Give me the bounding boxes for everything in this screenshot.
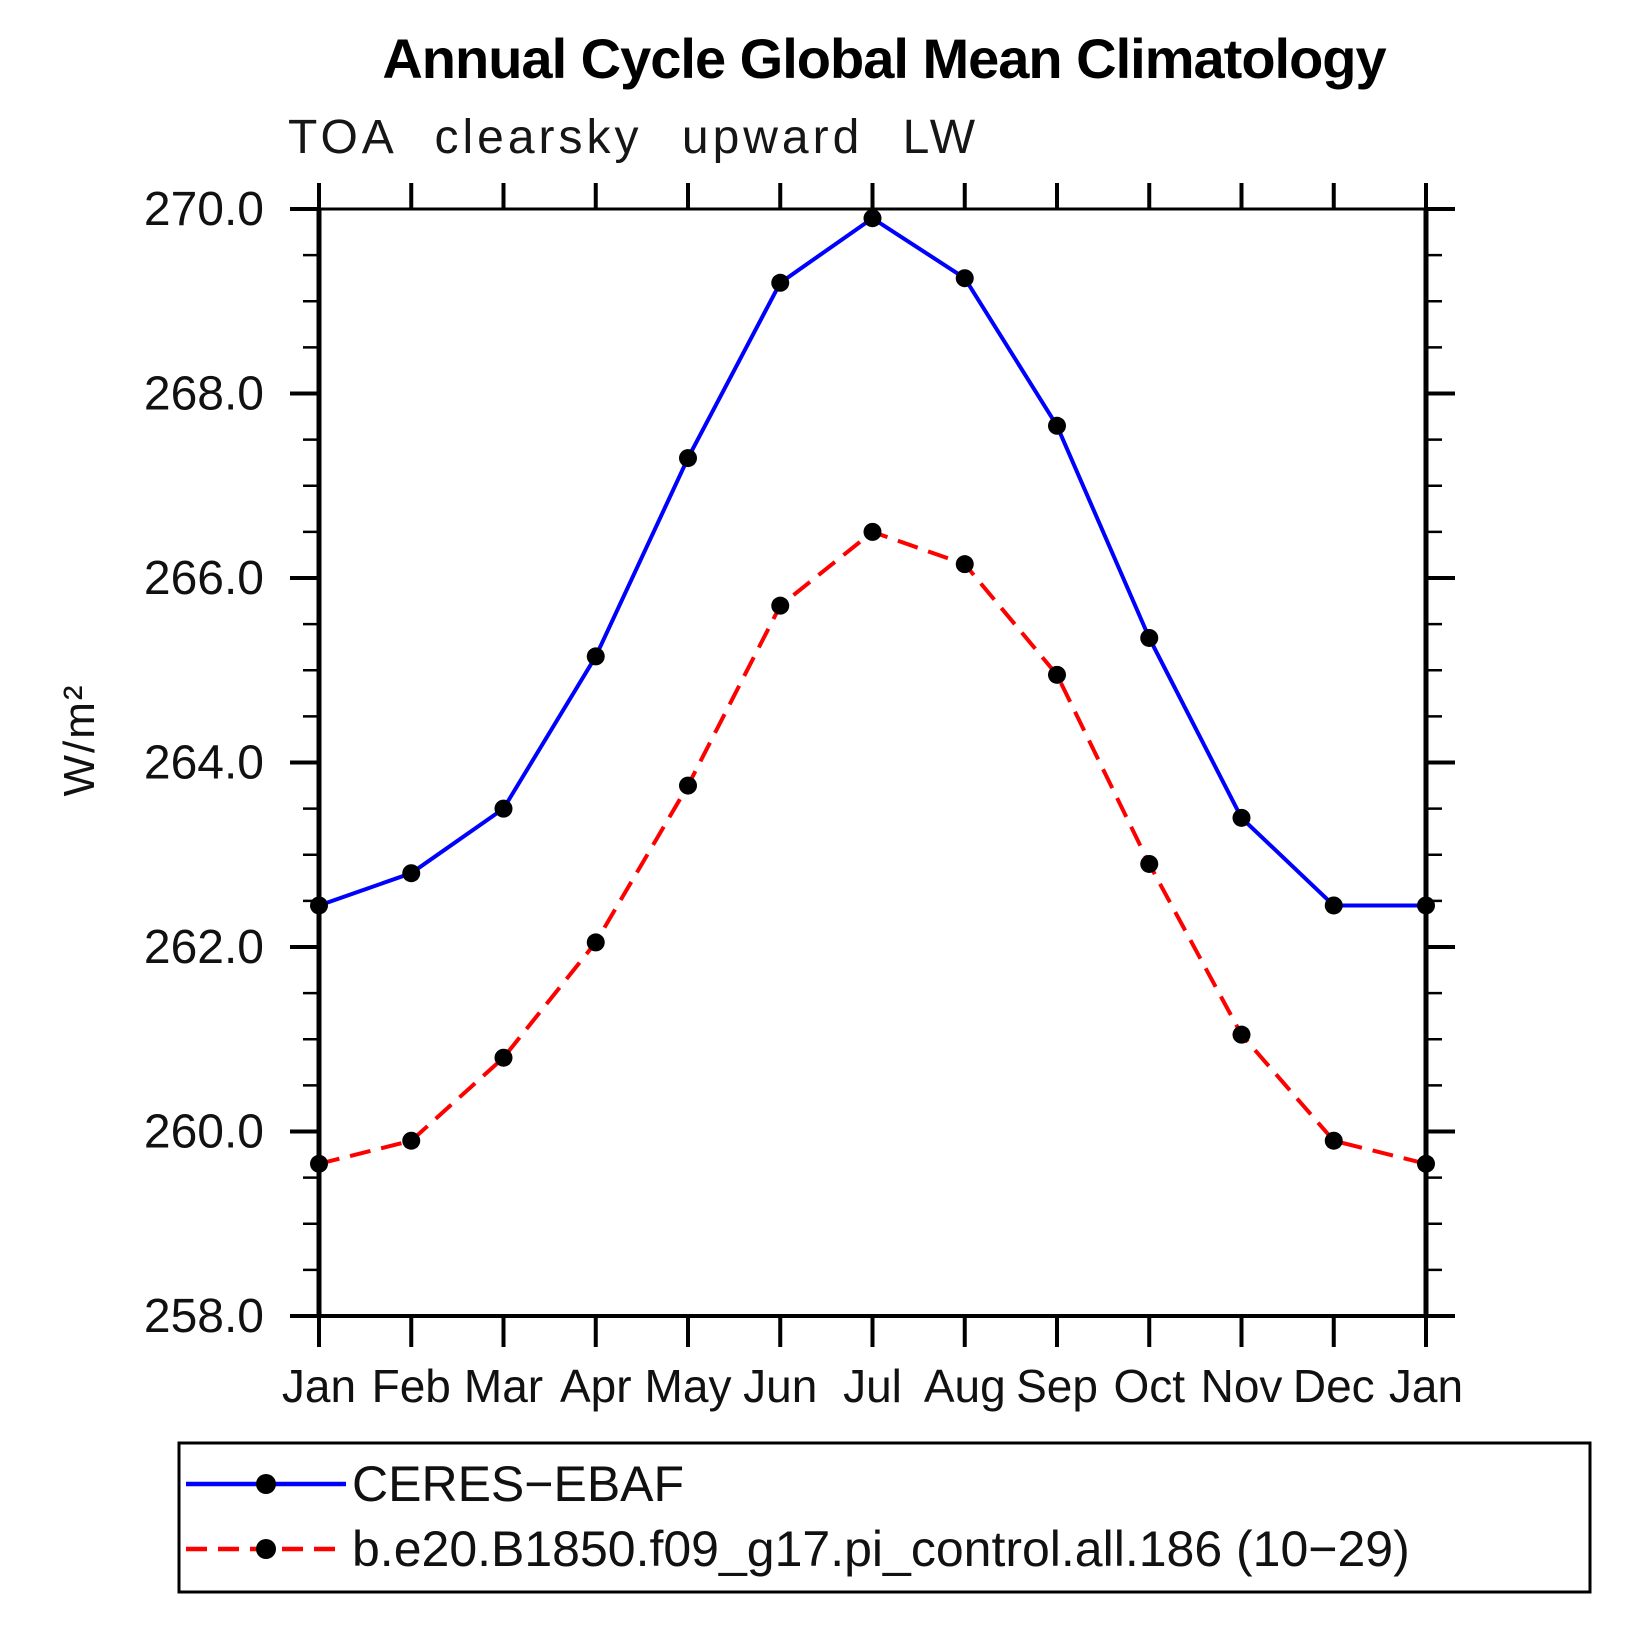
y-tick-label: 266.0 (144, 552, 264, 605)
x-tick-label: Jan (282, 1360, 356, 1412)
chart-subtitle: TOA clearsky upward LW (288, 111, 980, 164)
y-tick-label: 262.0 (144, 921, 264, 974)
legend-box (177, 1441, 1592, 1594)
data-point-s0-7 (955, 269, 974, 288)
legend-label-1: b.e20.B1850.f09_g17.pi_control.all.186 (… (352, 1521, 1410, 1577)
data-point-s1-9 (1140, 854, 1159, 873)
y-tick-label: 270.0 (144, 183, 264, 236)
plot-frame (317, 207, 1428, 1318)
data-point-s0-10 (1232, 808, 1251, 827)
series-line-1 (318, 529, 1427, 1166)
x-tick-label: Feb (372, 1360, 451, 1412)
data-point-s0-4 (679, 449, 697, 468)
data-point-s1-2 (494, 1048, 513, 1067)
data-point-s0-1 (402, 864, 421, 883)
data-point-s0-12 (1417, 896, 1435, 915)
legend-marker-0 (256, 1474, 276, 1494)
y-axis-title: W/m² (55, 683, 104, 797)
data-point-s0-6 (863, 209, 882, 228)
x-tick-label: Aug (924, 1360, 1006, 1412)
data-point-s0-5 (771, 273, 790, 292)
x-tick-label: Apr (560, 1360, 632, 1412)
data-point-s1-1 (402, 1131, 421, 1150)
x-tick-label: Nov (1201, 1360, 1283, 1412)
x-tick-label: Dec (1293, 1360, 1375, 1412)
data-point-s1-11 (1324, 1131, 1343, 1150)
legend-marker-1 (256, 1539, 276, 1559)
data-point-s1-12 (1417, 1154, 1435, 1173)
data-point-s1-10 (1232, 1025, 1251, 1044)
data-point-s1-3 (586, 933, 605, 952)
series-line-0 (318, 215, 1426, 908)
x-tick-label: May (645, 1360, 732, 1412)
data-point-s0-0 (310, 896, 328, 915)
x-tick-label: Jun (743, 1360, 817, 1412)
y-tick-label: 260.0 (144, 1106, 264, 1159)
x-tick-label: Sep (1016, 1360, 1098, 1412)
data-point-s1-0 (310, 1154, 328, 1173)
data-point-s0-11 (1324, 896, 1343, 915)
data-point-s1-7 (955, 555, 974, 574)
data-point-s0-8 (1048, 416, 1066, 435)
data-point-s1-8 (1048, 665, 1066, 684)
chart-title: Annual Cycle Global Mean Climatology (382, 27, 1386, 90)
data-point-s0-2 (494, 799, 513, 818)
x-tick-label: Mar (464, 1360, 543, 1412)
y-tick-label: 258.0 (144, 1290, 264, 1343)
x-tick-label: Oct (1113, 1360, 1185, 1412)
data-point-s1-4 (679, 776, 697, 795)
data-point-s1-6 (863, 522, 882, 541)
y-tick-label: 264.0 (144, 737, 264, 790)
x-tick-label: Jul (843, 1360, 902, 1412)
data-point-s0-9 (1140, 628, 1159, 647)
x-tick-label: Jan (1389, 1360, 1463, 1412)
y-tick-label: 268.0 (144, 368, 264, 421)
data-point-s1-5 (771, 596, 790, 615)
legend-label-0: CERES−EBAF (352, 1456, 684, 1512)
data-point-s0-3 (586, 647, 605, 666)
